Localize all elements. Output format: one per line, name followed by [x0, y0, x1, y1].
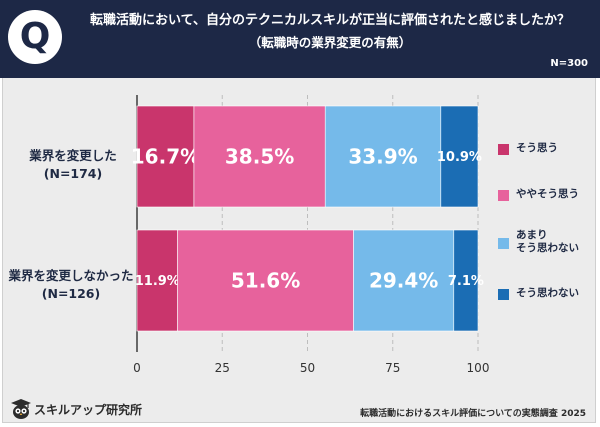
- x-tick-50: 50: [300, 361, 315, 375]
- legend-label-disagree-text: そう思わない: [516, 287, 579, 299]
- sample-size: N=300: [550, 58, 588, 69]
- x-tick-75: 75: [385, 361, 400, 375]
- row-label-1-n: (N=174): [43, 166, 103, 181]
- row-label-1: 業界を変更した (N=174): [14, 147, 132, 183]
- bar-row2-series1: [136, 229, 178, 332]
- legend-label-disagree: そう思わない: [516, 287, 579, 300]
- legend-label-somewhat-disagree-line1: あまり: [516, 229, 548, 241]
- data-label-row2-series3: 29.4%: [369, 269, 438, 293]
- data-label-row2-series4: 7.1%: [448, 274, 484, 289]
- legend-swatch-agree: [498, 144, 509, 155]
- bar-row1-series4: [440, 105, 479, 208]
- chart-subtitle: （転職時の業界変更の有無）: [248, 35, 412, 50]
- legend-swatch-disagree: [498, 289, 509, 300]
- legend-label-somewhat-disagree: あまり そう思わない: [516, 229, 579, 255]
- brand-name: スキルアップ研究所: [34, 403, 143, 417]
- bar-row2-series3: [353, 229, 455, 332]
- bar-row1-series2: [193, 105, 326, 208]
- chart-title: 転職活動において、自分のテクニカルスキルが正当に評価されたと感じましたか？: [90, 13, 570, 28]
- x-tick-0: 0: [133, 361, 141, 375]
- legend-label-agree-text: そう思う: [516, 142, 558, 154]
- data-label-row1-series4: 10.9%: [437, 150, 482, 165]
- legend-label-somewhat-agree-text: ややそう思う: [516, 188, 579, 200]
- row-label-2: 業界を変更しなかった (N=126): [6, 267, 136, 303]
- data-label-row1-series2: 38.5%: [225, 145, 294, 169]
- legend-swatch-somewhat-agree: [498, 190, 509, 201]
- legend-label-somewhat-agree: ややそう思う: [516, 188, 579, 201]
- owl-logo-icon: [11, 399, 31, 419]
- data-label-row1-series1: 16.7%: [131, 145, 200, 169]
- bar-row2-series2: [177, 229, 354, 332]
- x-tick-25: 25: [215, 361, 230, 375]
- q-badge: Q: [8, 10, 62, 64]
- bar-row1-series1: [136, 105, 195, 208]
- bar-row1-series3: [324, 105, 442, 208]
- data-label-row1-series3: 33.9%: [348, 145, 417, 169]
- row-label-2-n: (N=126): [41, 286, 101, 301]
- row-label-1-name: 業界を変更した: [29, 148, 117, 163]
- data-label-row2-series1: 11.9%: [135, 274, 180, 289]
- legend-swatch-somewhat-disagree: [498, 238, 509, 249]
- data-label-row2-series2: 51.6%: [231, 269, 300, 293]
- legend-label-agree: そう思う: [516, 142, 558, 155]
- legend-label-somewhat-disagree-line2: そう思わない: [516, 242, 579, 254]
- row-label-2-name: 業界を変更しなかった: [8, 268, 134, 283]
- question-header: Q 転職活動において、自分のテクニカルスキルが正当に評価されたと感じましたか？ …: [0, 0, 600, 78]
- q-mark: Q: [19, 16, 51, 57]
- x-tick-100: 100: [467, 361, 490, 375]
- bar-row2-series4: [453, 229, 479, 332]
- source-note: 転職活動におけるスキル評価についての実態調査 2025: [360, 409, 586, 419]
